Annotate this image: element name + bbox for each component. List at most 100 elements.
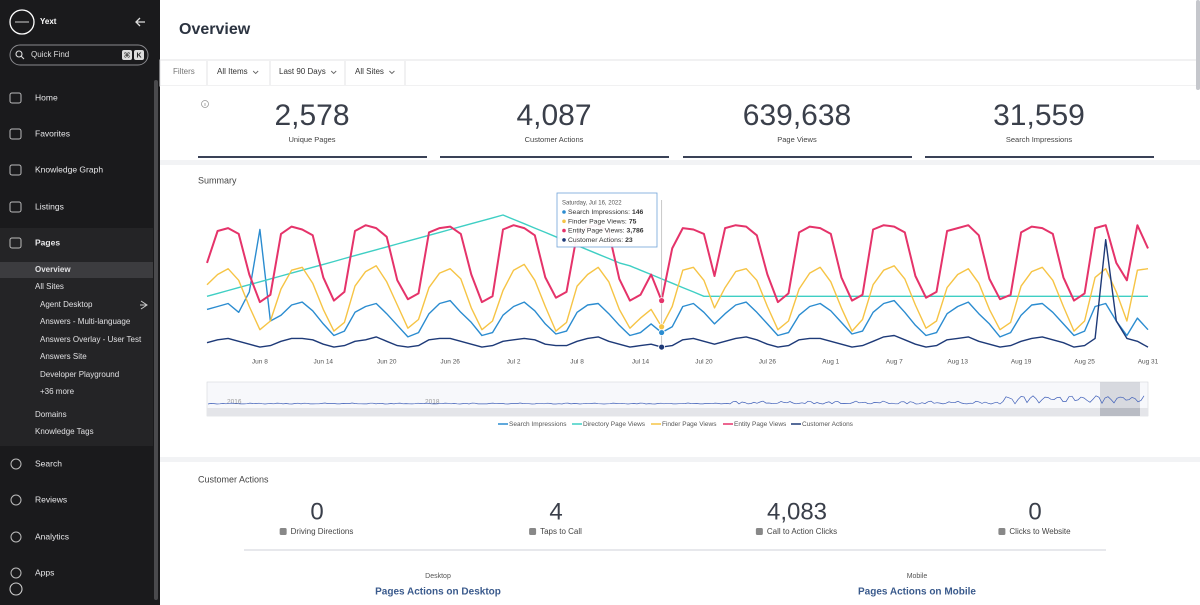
arrow	[140, 300, 148, 310]
sub-nav-item[interactable]: Answers Site	[40, 352, 87, 361]
nav-item[interactable]: Home	[35, 92, 58, 102]
legend-label[interactable]: Directory Page Views	[583, 421, 646, 428]
stat-value: 4,087	[516, 99, 591, 132]
account-icon[interactable]	[9, 582, 23, 596]
series-line	[206, 228, 1149, 338]
collapse-button[interactable]	[135, 17, 145, 27]
nav-item[interactable]: Listings	[35, 201, 64, 211]
filters-label: Filters	[173, 67, 195, 76]
nav-item[interactable]: Analytics	[35, 531, 69, 541]
tooltip-bullet	[562, 238, 566, 242]
sub-nav-item[interactable]: Agent Desktop	[40, 300, 93, 309]
x-tick-label: Jul 20	[695, 359, 713, 366]
sub-nav-item[interactable]: +36 more	[40, 387, 75, 396]
action-value: 0	[310, 498, 323, 525]
nav-icon	[10, 531, 22, 543]
sub-nav-item[interactable]: Knowledge Tags	[35, 427, 94, 436]
action-icon	[998, 528, 1006, 535]
section-subtitle: Pages Actions on Mobile	[858, 587, 976, 598]
legend-label[interactable]: Customer Actions	[802, 421, 854, 428]
navigator-thumb[interactable]	[1100, 408, 1140, 416]
x-tick-label: Jul 8	[570, 359, 584, 366]
navigator-label: 2016	[227, 399, 242, 406]
x-tick-label: Aug 31	[1138, 359, 1159, 366]
tooltip-label: Search Impressions:	[568, 209, 630, 216]
legend-label[interactable]: Entity Page Views	[734, 421, 787, 428]
nav-item[interactable]: Search	[35, 458, 62, 468]
x-tick-label: Aug 19	[1011, 359, 1032, 366]
nav-item[interactable]: Reviews	[35, 494, 67, 504]
tooltip-value: 146	[632, 209, 644, 216]
nav-item[interactable]: Apps	[35, 567, 54, 577]
tooltip-row: Entity Page Views: 3,786	[568, 227, 644, 234]
tooltip-row: Customer Actions: 23	[568, 237, 633, 244]
chevron	[330, 70, 337, 75]
legend-label[interactable]: Search Impressions	[509, 421, 567, 428]
quick-find[interactable]	[9, 44, 149, 66]
nav-icon	[9, 128, 22, 140]
hover-point	[658, 343, 666, 351]
stat-label: Customer Actions	[525, 135, 584, 144]
key-label: K	[136, 52, 141, 59]
filter-dropdown[interactable]: Last 90 Days	[279, 67, 326, 76]
x-tick-label: Jul 14	[632, 359, 650, 366]
key	[134, 50, 144, 60]
tooltip-label: Finder Page Views:	[568, 218, 627, 225]
sub-nav-item[interactable]: All Sites	[35, 282, 64, 291]
header	[160, 0, 1200, 60]
stat-label: Page Views	[777, 135, 817, 144]
stat-label: Unique Pages	[288, 135, 335, 144]
nav-item[interactable]: Pages	[35, 237, 60, 247]
sub-nav-item[interactable]: Answers Overlay - User Test	[40, 335, 142, 344]
sub-nav-item[interactable]: Overview	[35, 265, 71, 274]
action-value: 4,083	[767, 498, 827, 525]
info-icon[interactable]	[201, 100, 209, 108]
stats-card	[160, 86, 1200, 160]
chevron	[389, 70, 395, 75]
key-label: ⌘	[124, 51, 131, 59]
filter-dropdown[interactable]: All Items	[217, 67, 248, 76]
brand: Yext	[40, 17, 57, 26]
action-value: 4	[549, 498, 562, 525]
series-line	[206, 239, 1149, 348]
key	[122, 50, 132, 60]
action-icon	[529, 528, 537, 535]
series-line	[206, 263, 1149, 332]
tooltip-title: Saturday, Jul 16, 2022	[562, 201, 622, 207]
sub-nav-item[interactable]: Developer Playground	[40, 370, 119, 379]
action-label: Driving Directions	[291, 527, 354, 536]
nav-icon	[9, 201, 22, 213]
series-line	[206, 224, 1149, 304]
action-label: Call to Action Clicks	[767, 527, 837, 536]
x-tick-label: Jul 26	[759, 359, 777, 366]
series-line	[206, 214, 1148, 297]
filter-dropdown[interactable]: All Sites	[355, 67, 384, 76]
tooltip-row: Finder Page Views: 75	[568, 218, 637, 225]
action-icon	[279, 528, 287, 535]
navigator-preview	[207, 395, 1145, 405]
nav-item[interactable]: Knowledge Graph	[35, 164, 103, 174]
nav-item[interactable]: Favorites	[35, 128, 70, 138]
x-tick-label: Aug 13	[947, 359, 968, 366]
hover-point	[658, 323, 666, 331]
nav-icon	[10, 494, 22, 506]
search-icon	[20, 55, 25, 60]
tooltip-value: 75	[629, 218, 637, 225]
x-tick-label: Jun 26	[440, 359, 460, 366]
navigator-scrollbar[interactable]	[207, 408, 1148, 416]
nav-icon	[10, 458, 22, 470]
device-label: Mobile	[907, 573, 928, 580]
sub-nav-item[interactable]: Answers - Multi-language	[40, 317, 131, 326]
logo[interactable]	[9, 9, 35, 35]
sidebar-scrollbar	[154, 80, 158, 600]
chart-title: Summary	[198, 175, 237, 185]
legend-label[interactable]: Finder Page Views	[662, 421, 717, 428]
tooltip	[556, 192, 658, 248]
action-value: 0	[1028, 498, 1041, 525]
action-icon	[755, 528, 763, 535]
sub-nav-item[interactable]: Domains	[35, 410, 67, 419]
stat-label: Search Impressions	[1006, 135, 1073, 144]
tooltip-value: 3,786	[627, 227, 644, 234]
selected-row	[0, 262, 153, 278]
device-label: Desktop	[425, 573, 451, 580]
